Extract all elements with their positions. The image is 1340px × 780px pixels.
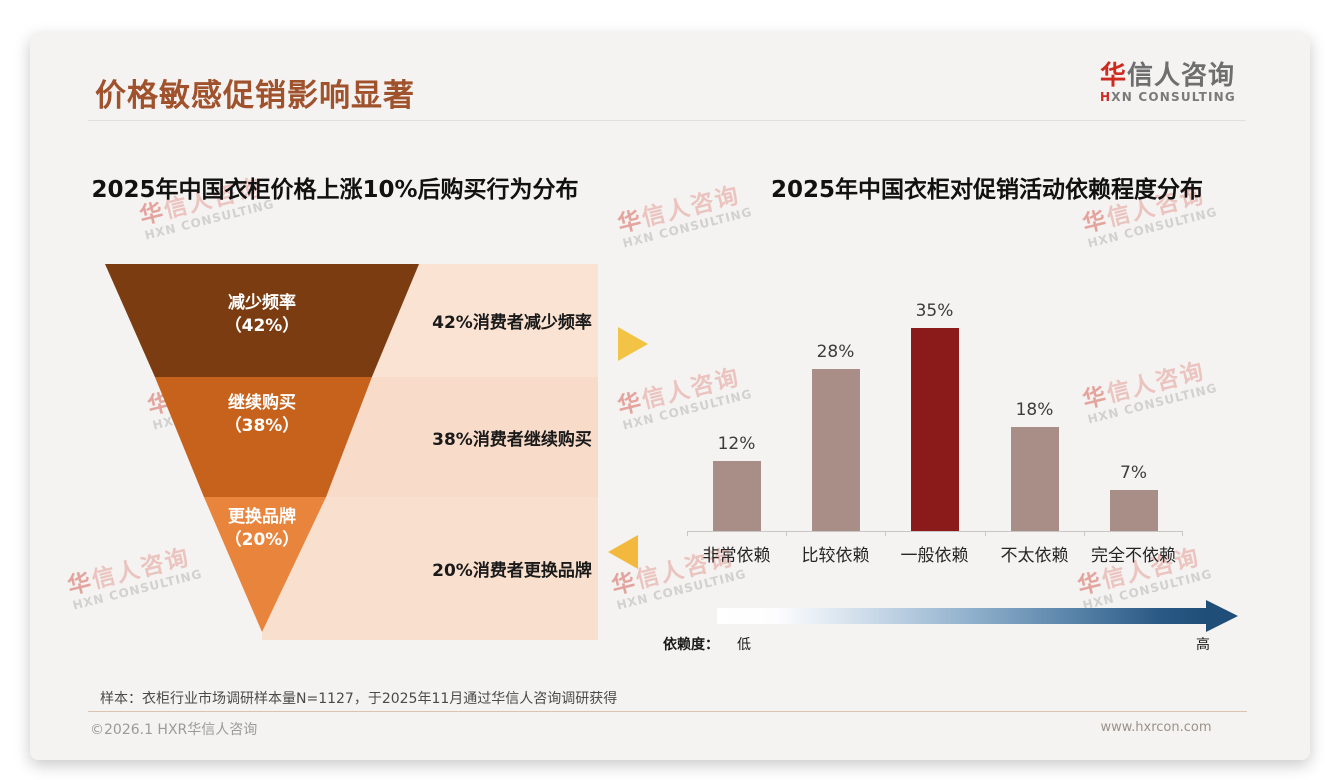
bar <box>811 369 860 531</box>
annotation-box: 20%消费者更换品牌 <box>262 497 598 640</box>
dependency-high-label: 高 <box>1196 637 1210 653</box>
axis-tick <box>985 531 986 536</box>
category-label: 非常依赖 <box>702 546 771 566</box>
dependency-gradient-arrow <box>717 608 1207 624</box>
dependency-scale-label: 依赖度： <box>663 637 719 653</box>
bar <box>910 328 959 531</box>
logo-en-text: HXN CONSULTING <box>1100 89 1236 104</box>
funnel-segment-value: （42%） <box>224 315 300 336</box>
bar <box>1109 490 1158 531</box>
category-label: 完全不依赖 <box>1091 546 1176 566</box>
bar-value-label: 35% <box>915 301 954 321</box>
category-label: 一般依赖 <box>900 546 969 566</box>
funnel-segment-label: 更换品牌 <box>228 507 296 527</box>
bar-chart-title: 2025年中国衣柜对促销活动依赖程度分布 <box>770 177 1203 203</box>
funnel-chart: 减少频率 （42%） 继续购买 （38%） 更换品牌 （20%） <box>105 264 419 632</box>
annotation-text: 38%消费者继续购买 <box>432 429 592 450</box>
bar-group: 28% <box>786 342 885 531</box>
axis-tick <box>885 531 886 536</box>
bar-group: 18% <box>985 400 1084 531</box>
category-label: 比较依赖 <box>801 546 870 566</box>
annotation-text: 42%消费者减少频率 <box>432 313 592 333</box>
title-underline <box>88 120 1246 121</box>
funnel-segment-label: 减少频率 <box>228 293 296 313</box>
funnel-segment: 更换品牌 （20%） <box>203 497 327 632</box>
axis-tick <box>1084 531 1085 536</box>
dependency-low-label: 低 <box>737 637 751 653</box>
bar-group: 12% <box>687 434 786 531</box>
category-label: 不太依赖 <box>1000 546 1069 566</box>
website-text: www.hxrcon.com <box>1100 720 1212 735</box>
annotation-text: 20%消费者更换品牌 <box>432 561 592 581</box>
bar-chart-plot: 12% 28% 35% 18% 7% <box>687 295 1183 536</box>
dependency-gradient-arrowhead-icon <box>1206 600 1238 632</box>
page-title: 价格敏感促销影响显著 <box>95 78 415 114</box>
bar <box>712 461 761 531</box>
bar-group: 35% <box>885 301 984 531</box>
footer-divider <box>88 711 1247 712</box>
logo-cn-text: 华信人咨询 <box>1100 61 1236 91</box>
axis-tick <box>687 531 688 536</box>
funnel-segment-label: 继续购买 <box>228 393 296 413</box>
axis-tick <box>1182 531 1183 536</box>
bar-group: 7% <box>1084 463 1183 531</box>
arrow-left-icon <box>608 535 638 569</box>
company-logo: 华信人咨询 HXN CONSULTING <box>1100 62 1260 104</box>
funnel-segment-value: （38%） <box>224 415 300 436</box>
funnel-segment-value: （20%） <box>224 529 300 550</box>
funnel-segment: 减少频率 （42%） <box>105 264 419 377</box>
bar-value-label: 12% <box>717 434 756 454</box>
axis-tick <box>786 531 787 536</box>
bar-value-label: 18% <box>1015 400 1054 420</box>
bar <box>1010 427 1059 531</box>
funnel-segment: 继续购买 （38%） <box>154 377 372 497</box>
funnel-chart-title: 2025年中国衣柜价格上涨10%后购买行为分布 <box>91 177 579 203</box>
bar-value-label: 7% <box>1120 463 1147 483</box>
sample-note: 样本：衣柜行业市场调研样本量N=1127，于2025年11月通过华信人咨询调研获… <box>100 691 618 707</box>
arrow-right-icon <box>618 327 648 361</box>
bar-value-label: 28% <box>816 342 855 362</box>
copyright-text: ©2026.1 HXR华信人咨询 <box>90 722 258 738</box>
